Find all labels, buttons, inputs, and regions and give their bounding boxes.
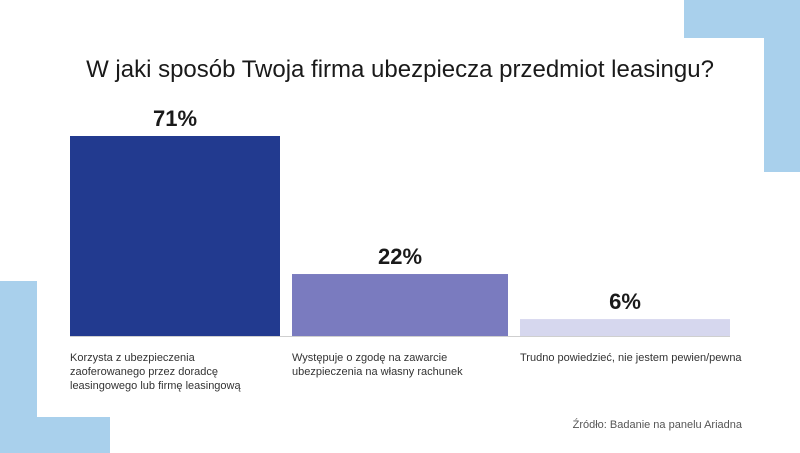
bar: [520, 319, 730, 336]
category-label: Występuje o zgodę na zawarcie ubezpiecze…: [292, 352, 463, 378]
decor-block-bottom-left: [0, 417, 110, 453]
data-label: 22%: [378, 244, 422, 269]
decor-bar-top-right: [764, 0, 800, 172]
data-label: 71%: [153, 106, 197, 131]
bar: [292, 274, 508, 336]
source-note: Źródło: Badanie na panelu Ariadna: [572, 419, 742, 431]
chart-title: W jaki sposób Twoja firma ubezpiecza prz…: [86, 56, 714, 83]
category-label: Trudno powiedzieć, nie jestem pewien/pew…: [520, 352, 742, 364]
category-label: Korzysta z ubezpieczenia zaoferowanego p…: [70, 352, 241, 392]
data-label: 6%: [609, 289, 641, 314]
bar: [70, 136, 280, 336]
